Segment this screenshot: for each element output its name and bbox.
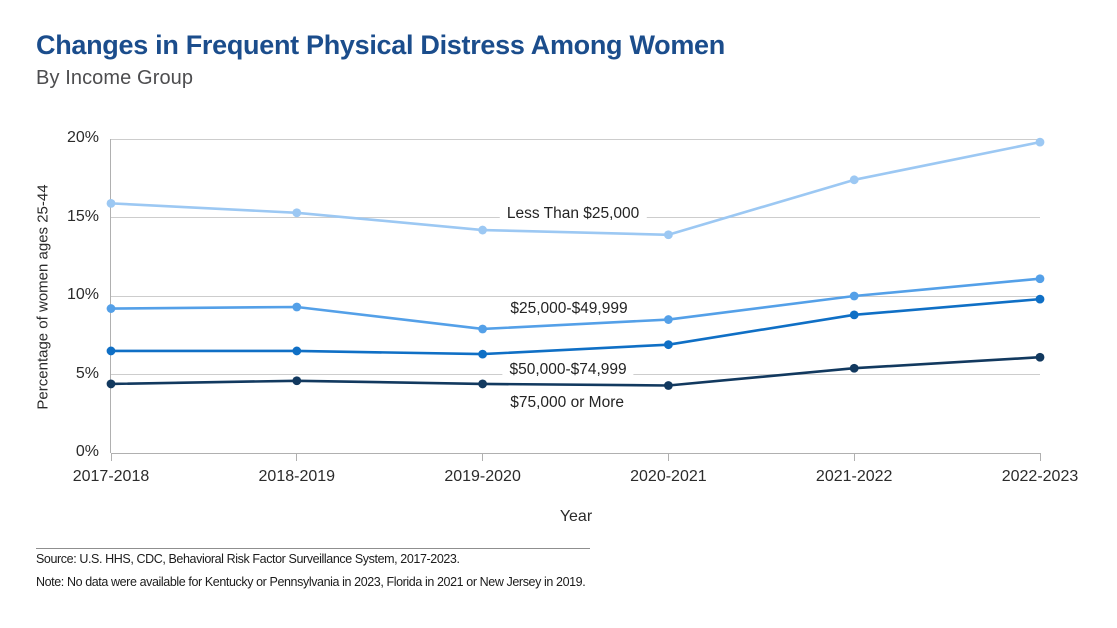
y-tick-label: 5% [75,364,99,382]
note-text: Note: No data were available for Kentuck… [36,575,586,589]
x-tick-mark [110,453,112,461]
footer-divider [36,548,590,549]
gridline-0% [111,452,1040,454]
chart-title: Changes in Frequent Physical Distress Am… [36,30,725,60]
x-tick-mark [853,453,855,461]
x-tick-mark [1039,453,1041,461]
source-text: Source: U.S. HHS, CDC, Behavioral Risk F… [36,552,460,566]
y-tick-label: 10% [66,286,99,303]
x-tick-label: 2018-2019 [258,468,336,485]
data-point [106,304,116,313]
data-point [664,340,673,350]
series-line-2 [111,297,1041,356]
line-chart [106,137,1045,390]
data-point [478,225,487,235]
x-tick-mark [482,453,484,461]
data-point [1035,274,1045,284]
series-label: Less Than $25,000 [499,203,647,226]
data-point [106,379,116,389]
data-point [849,175,859,185]
y-tick-label: 0% [75,443,99,460]
data-point [849,310,859,320]
data-point [292,208,302,218]
data-point [664,230,673,240]
x-tick-label: 2017-2018 [72,468,150,485]
y-tick-label: 15% [66,207,99,225]
gridline-10% [111,295,1040,297]
gridline-20% [111,138,1040,140]
data-point [664,381,673,390]
data-point [292,376,302,386]
data-point [106,198,116,208]
chart-subtitle: By Income Group [36,67,194,89]
data-point [292,346,302,356]
data-point [292,302,302,312]
x-tick-label: 2020-2021 [630,468,707,485]
data-point [1035,352,1045,362]
x-axis-title: Year [559,508,593,525]
data-point [1035,137,1045,147]
x-tick-mark [296,453,298,461]
x-tick-label: 2022-2023 [1001,468,1079,485]
data-point [1035,294,1045,304]
x-tick-mark [667,453,669,461]
series-line-3 [110,355,1041,387]
x-tick-label: 2021-2022 [815,468,893,485]
data-point [478,349,487,359]
y-axis-line [110,139,111,453]
y-tick-label: 20% [66,129,99,146]
series-line-0 [110,140,1041,237]
data-point [849,363,859,373]
x-tick-label: 2019-2020 [444,468,521,485]
data-point [106,346,116,356]
series-label: $25,000-$49,999 [503,298,635,321]
data-point [478,324,487,334]
series-line-1 [110,277,1041,331]
plot-area: 0% 5% 10% 15% 20% 2017-2018 2018-2019 2019-2020… [67,129,1078,485]
data-point [664,315,673,324]
data-point [478,379,487,389]
data-point [849,291,859,301]
series-label: $75,000 or More [503,391,631,414]
series-label: $50,000-$74,999 [502,358,634,381]
